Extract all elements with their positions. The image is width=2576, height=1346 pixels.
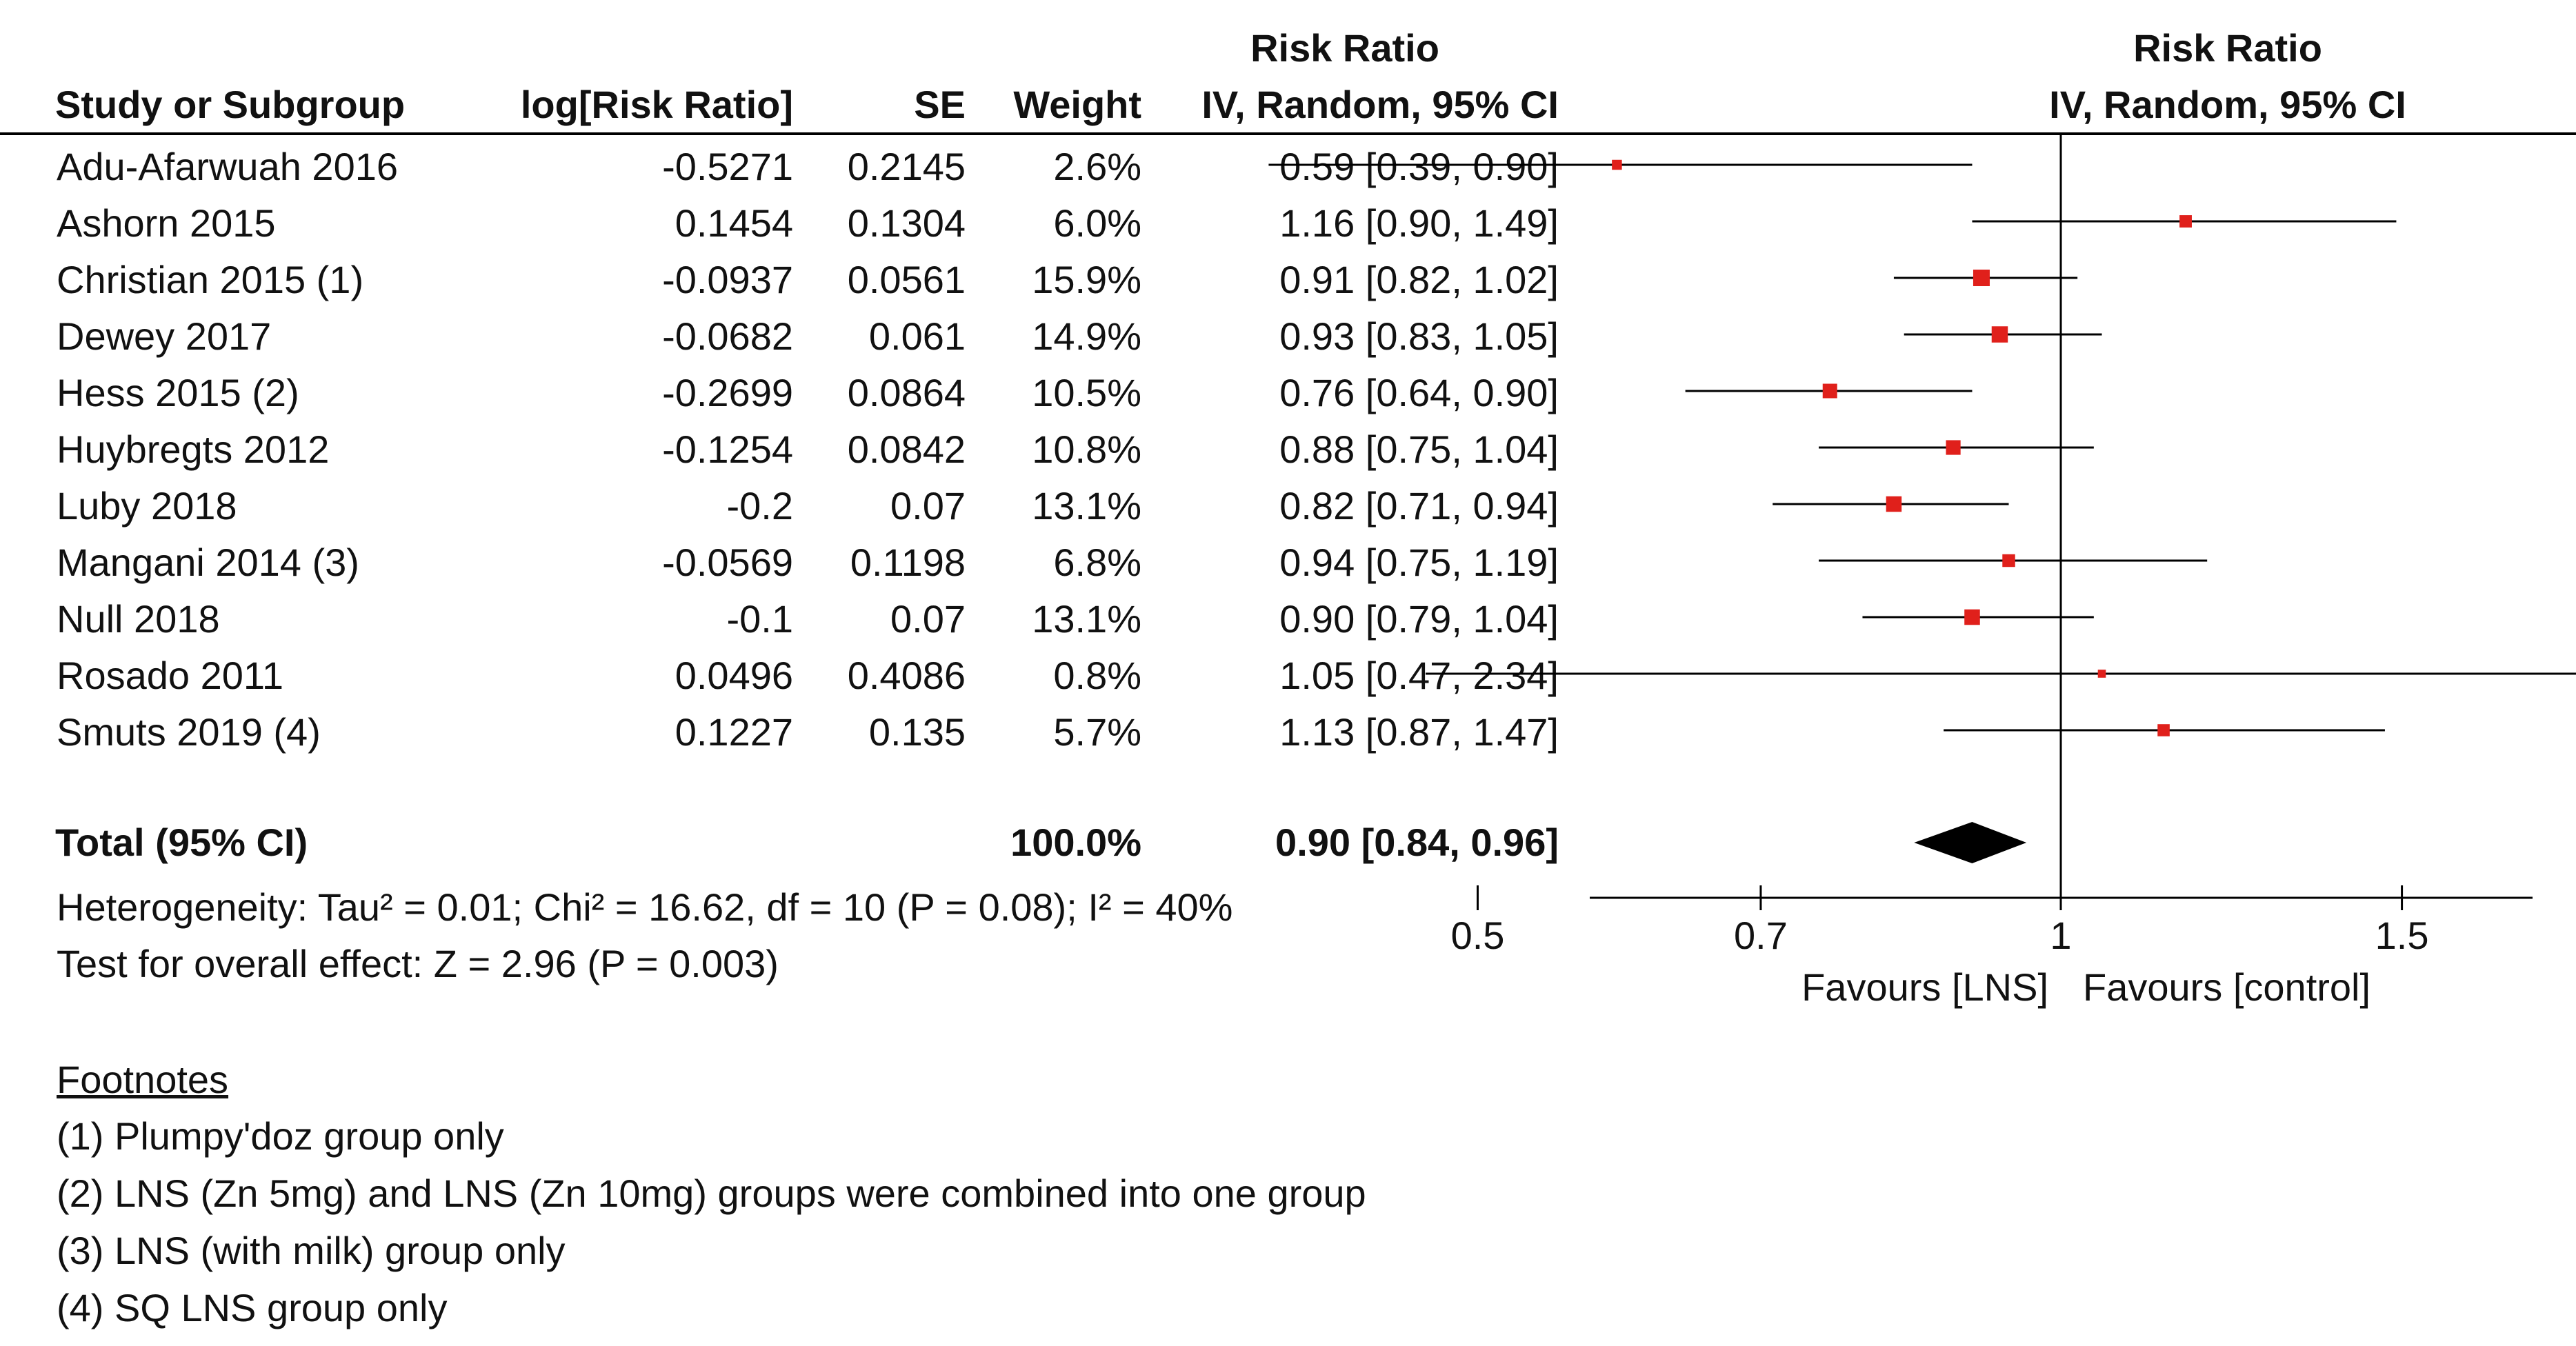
study-name: Dewey 2017 xyxy=(57,314,272,358)
study-logrr: -0.2699 xyxy=(662,371,793,414)
study-logrr: -0.1254 xyxy=(662,428,793,471)
study-name: Christian 2015 (1) xyxy=(57,258,364,301)
pooled-diamond xyxy=(1914,822,2027,863)
study-logrr: -0.0569 xyxy=(662,541,793,584)
heterogeneity-text: Heterogeneity: Tau² = 0.01; Chi² = 16.62… xyxy=(57,885,1233,929)
footnote-2: (2) LNS (Zn 5mg) and LNS (Zn 10mg) group… xyxy=(57,1172,1366,1215)
study-logrr: 0.1227 xyxy=(675,710,793,754)
study-name: Rosado 2011 xyxy=(57,654,283,697)
study-name: Hess 2015 (2) xyxy=(57,371,299,414)
study-ci: 0.91 [0.82, 1.02] xyxy=(1279,258,1559,301)
total-weight: 100.0% xyxy=(1010,821,1141,864)
plot-header-top: Risk Ratio xyxy=(2133,26,2322,70)
study-name: Smuts 2019 (4) xyxy=(57,710,321,754)
rr-header-bottom: IV, Random, 95% CI xyxy=(1201,83,1559,126)
study-weight: 13.1% xyxy=(1032,597,1141,641)
study-marker xyxy=(1886,496,1902,512)
study-marker xyxy=(2002,554,2015,567)
logrr-header: log[Risk Ratio] xyxy=(520,83,793,126)
study-name: Mangani 2014 (3) xyxy=(57,541,359,584)
study-weight: 2.6% xyxy=(1053,145,1141,188)
study-se: 0.0561 xyxy=(847,258,966,301)
footnote-3: (3) LNS (with milk) group only xyxy=(57,1229,566,1272)
study-ci: 0.76 [0.64, 0.90] xyxy=(1279,371,1559,414)
se-header: SE xyxy=(914,83,966,126)
plot-header-bottom: IV, Random, 95% CI xyxy=(2049,83,2406,126)
study-weight: 5.7% xyxy=(1053,710,1141,754)
study-name: Null 2018 xyxy=(57,597,220,641)
study-weight: 10.8% xyxy=(1032,428,1141,471)
study-header: Study or Subgroup xyxy=(55,83,406,126)
footnotes-title: Footnotes xyxy=(57,1058,229,1101)
study-marker xyxy=(1991,326,2008,343)
study-se: 0.2145 xyxy=(847,145,966,188)
study-weight: 6.0% xyxy=(1053,201,1141,245)
study-name: Adu-Afarwuah 2016 xyxy=(57,145,399,188)
study-se: 0.4086 xyxy=(847,654,966,697)
study-name: Ashorn 2015 xyxy=(57,201,276,245)
study-ci: 1.05 [0.47, 2.34] xyxy=(1279,654,1559,697)
study-logrr: 0.0496 xyxy=(675,654,793,697)
x-tick-label: 0.5 xyxy=(1451,914,1505,957)
study-weight: 13.1% xyxy=(1032,484,1141,528)
study-ci: 0.59 [0.39, 0.90] xyxy=(1279,145,1559,188)
study-marker xyxy=(1946,440,1961,455)
x-tick-label: 1 xyxy=(2050,914,2071,957)
study-ci: 0.93 [0.83, 1.05] xyxy=(1279,314,1559,358)
study-ci: 0.88 [0.75, 1.04] xyxy=(1279,428,1559,471)
study-name: Luby 2018 xyxy=(57,484,237,528)
study-se: 0.1198 xyxy=(850,541,966,584)
total-label: Total (95% CI) xyxy=(55,821,308,864)
study-weight: 6.8% xyxy=(1053,541,1141,584)
study-se: 0.0842 xyxy=(847,428,966,471)
study-marker xyxy=(1973,270,1990,286)
study-se: 0.135 xyxy=(868,710,966,754)
favours-left-label: Favours [LNS] xyxy=(1801,965,2048,1009)
study-se: 0.07 xyxy=(890,484,966,528)
study-ci: 0.94 [0.75, 1.19] xyxy=(1279,541,1559,584)
study-logrr: -0.0682 xyxy=(662,314,793,358)
study-marker xyxy=(1964,609,1980,625)
study-weight: 14.9% xyxy=(1032,314,1141,358)
study-marker xyxy=(2157,724,2170,736)
study-se: 0.1304 xyxy=(847,201,966,245)
weight-header: Weight xyxy=(1013,83,1141,126)
study-ci: 1.16 [0.90, 1.49] xyxy=(1279,201,1559,245)
study-se: 0.07 xyxy=(890,597,966,641)
study-marker xyxy=(1612,159,1622,170)
study-logrr: -0.5271 xyxy=(662,145,793,188)
rr-header-top: Risk Ratio xyxy=(1250,26,1439,70)
study-logrr: -0.0937 xyxy=(662,258,793,301)
study-logrr: -0.1 xyxy=(726,597,794,641)
study-weight: 0.8% xyxy=(1053,654,1141,697)
study-marker xyxy=(2179,215,2192,228)
x-tick-label: 1.5 xyxy=(2375,914,2429,957)
study-weight: 10.5% xyxy=(1032,371,1141,414)
x-tick-label: 0.7 xyxy=(1734,914,1788,957)
study-marker xyxy=(2097,670,2106,678)
study-se: 0.0864 xyxy=(847,371,966,414)
study-ci: 0.90 [0.79, 1.04] xyxy=(1279,597,1559,641)
study-name: Huybregts 2012 xyxy=(57,428,330,471)
study-weight: 15.9% xyxy=(1032,258,1141,301)
study-logrr: 0.1454 xyxy=(675,201,793,245)
study-marker xyxy=(1822,383,1837,399)
study-ci: 1.13 [0.87, 1.47] xyxy=(1279,710,1559,754)
favours-right-label: Favours [control] xyxy=(2083,965,2371,1009)
study-ci: 0.82 [0.71, 0.94] xyxy=(1279,484,1559,528)
overall-effect-text: Test for overall effect: Z = 2.96 (P = 0… xyxy=(57,942,779,985)
footnote-1: (1) Plumpy'doz group only xyxy=(57,1114,504,1158)
footnote-4: (4) SQ LNS group only xyxy=(57,1286,448,1329)
total-ci: 0.90 [0.84, 0.96] xyxy=(1275,821,1559,864)
study-se: 0.061 xyxy=(868,314,966,358)
study-logrr: -0.2 xyxy=(726,484,794,528)
